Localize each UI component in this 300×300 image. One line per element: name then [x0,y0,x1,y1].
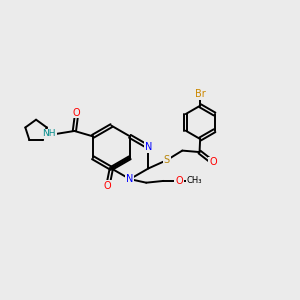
Text: NH: NH [43,130,56,139]
Text: CH₃: CH₃ [187,176,202,185]
Text: O: O [175,176,183,186]
Text: Br: Br [195,89,206,99]
Text: O: O [209,158,217,167]
Text: O: O [73,108,81,118]
Text: N: N [145,142,152,152]
Text: S: S [164,155,170,165]
Text: N: N [126,174,134,184]
Text: O: O [104,181,112,191]
